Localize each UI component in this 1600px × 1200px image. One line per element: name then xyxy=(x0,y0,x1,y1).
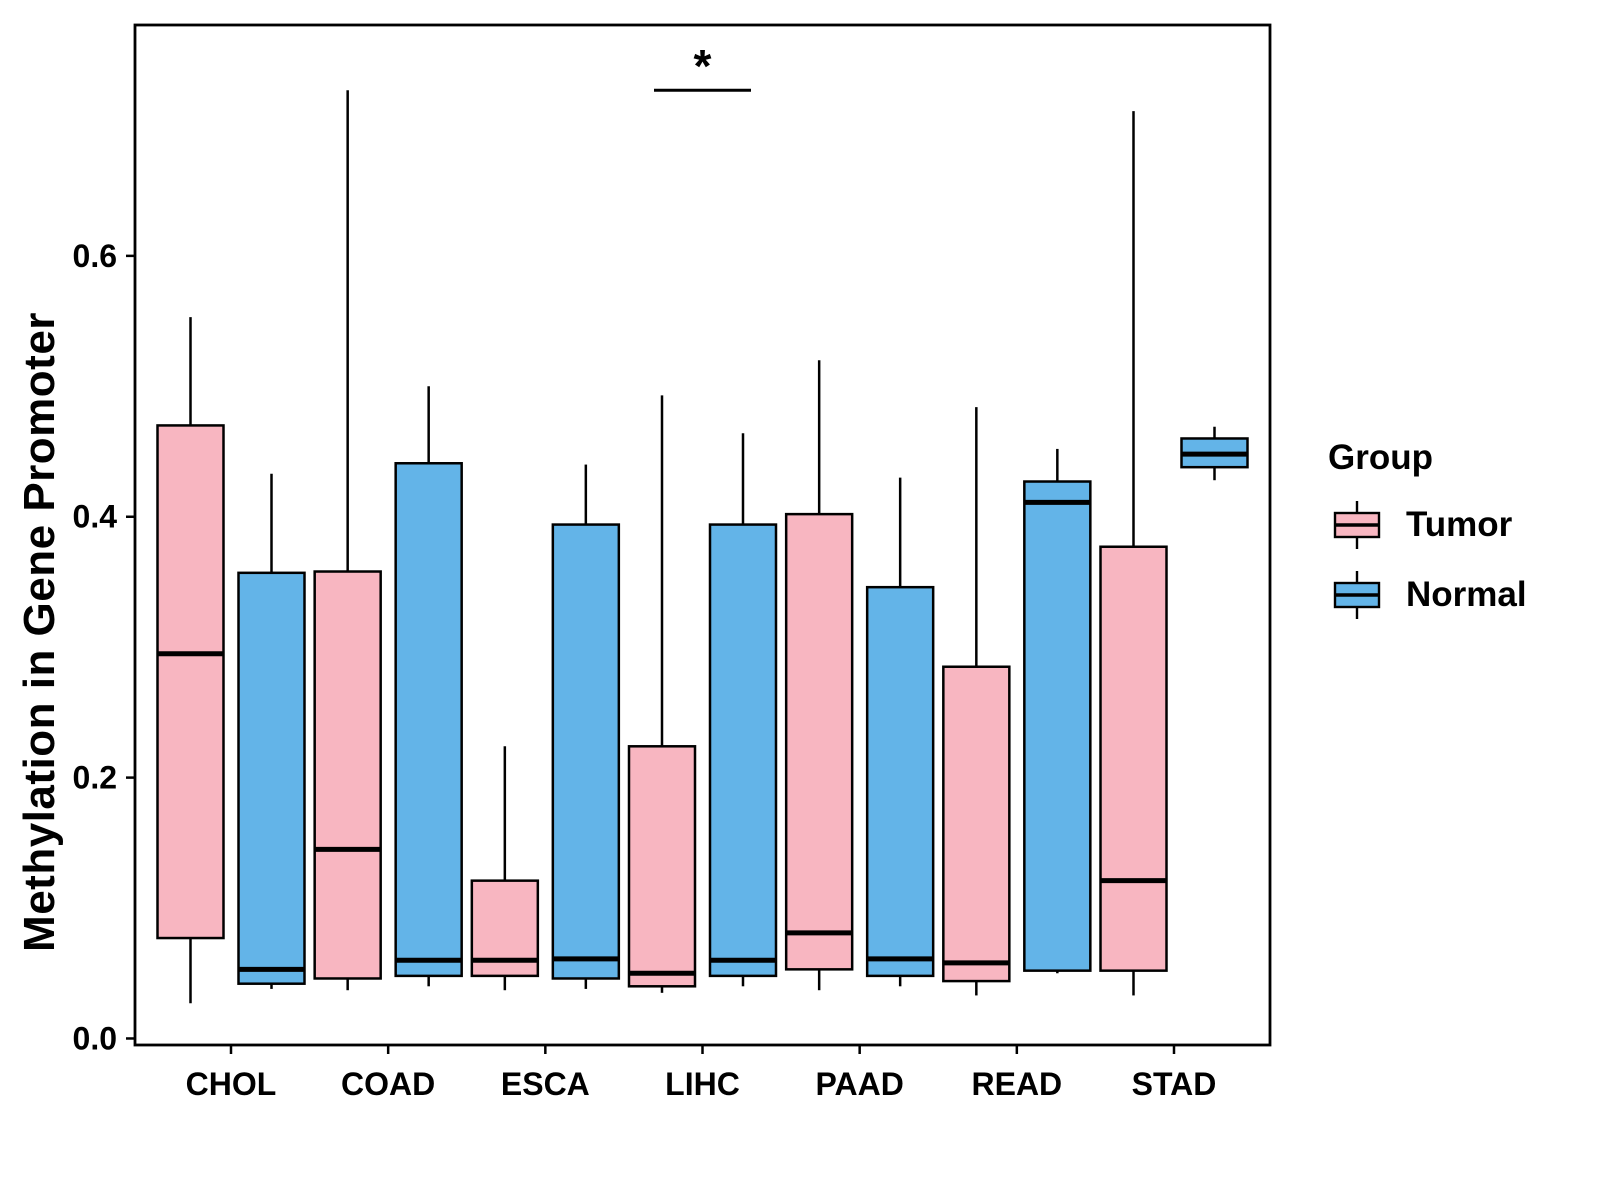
y-tick-label: 0.6 xyxy=(73,238,117,274)
tumor-box-chol xyxy=(156,424,225,940)
legend-title: Group xyxy=(1328,438,1433,477)
y-tick-label: 0.2 xyxy=(73,760,117,796)
legend-item-normal: Normal xyxy=(1328,564,1527,626)
x-tick-label: ESCA xyxy=(501,1066,590,1102)
legend-label-normal: Normal xyxy=(1406,575,1527,614)
tumor-box-paad xyxy=(784,512,854,971)
normal-boxplot-key-icon xyxy=(1333,571,1381,619)
normal-box-esca xyxy=(551,523,621,980)
panel-border xyxy=(133,23,1272,1047)
tumor-box-lihc xyxy=(627,745,697,988)
legend-item-tumor: Tumor xyxy=(1328,494,1527,556)
tumor-box-coad xyxy=(313,570,382,980)
normal-box-lihc xyxy=(708,523,778,978)
x-tick-label: LIHC xyxy=(665,1066,740,1102)
legend-label-tumor: Tumor xyxy=(1406,505,1513,544)
significance-star: * xyxy=(694,40,712,92)
normal-box-chol xyxy=(237,571,306,985)
y-tick-label: 0.4 xyxy=(73,499,118,535)
x-tick-label: READ xyxy=(971,1066,1062,1102)
x-tick-label: STAD xyxy=(1132,1066,1217,1102)
normal-box-paad xyxy=(865,585,935,978)
legend: Group Tumor Normal xyxy=(1328,438,1527,634)
tumor-box-stad xyxy=(1099,545,1168,972)
normal-box-coad xyxy=(394,462,463,978)
x-tick-label: COAD xyxy=(341,1066,435,1102)
tumor-box-read xyxy=(942,665,1011,983)
x-tick-label: PAAD xyxy=(816,1066,904,1102)
x-tick-label: CHOL xyxy=(186,1066,277,1102)
tumor-boxplot-key-icon xyxy=(1333,501,1381,549)
y-tick-label: 0.0 xyxy=(73,1020,117,1056)
normal-box-read xyxy=(1023,480,1092,972)
